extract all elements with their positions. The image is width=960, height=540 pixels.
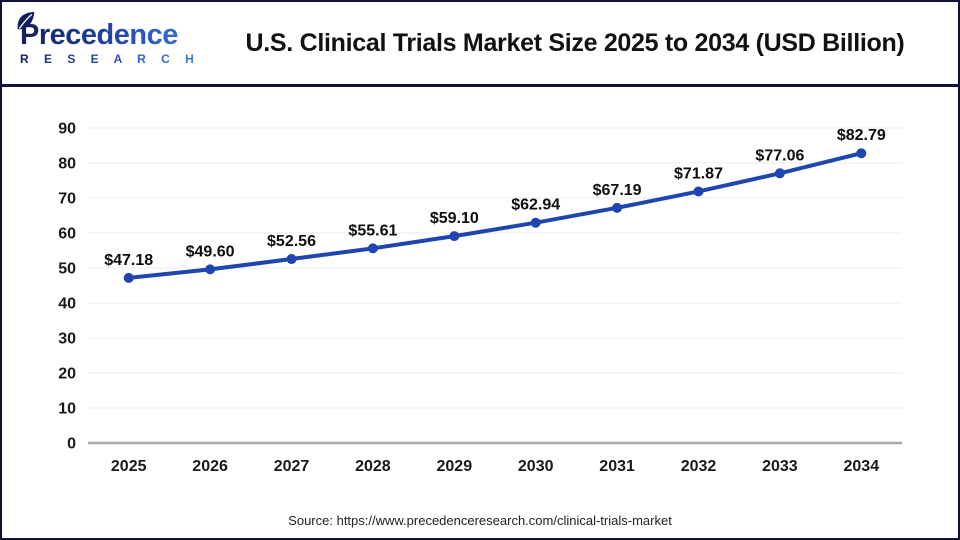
data-point-label: $71.87	[674, 165, 723, 182]
logo-subtitle: R E S E A R C H	[20, 52, 202, 66]
y-axis-tick-label: 90	[58, 121, 76, 138]
x-axis-tick-label: 2034	[844, 458, 880, 475]
data-point-label: $59.10	[430, 210, 479, 227]
x-axis-tick-label: 2029	[437, 458, 473, 475]
data-point	[693, 186, 704, 197]
logo-wordmark: Precedence	[20, 20, 202, 50]
data-point-label: $47.18	[104, 252, 153, 269]
page-title: U.S. Clinical Trials Market Size 2025 to…	[245, 28, 905, 57]
y-axis-tick-label: 10	[58, 401, 76, 418]
x-axis-tick-label: 2032	[681, 458, 717, 475]
data-point-label: $62.94	[511, 197, 560, 214]
x-axis-tick-label: 2027	[274, 458, 310, 475]
x-axis-tick-label: 2031	[599, 458, 635, 475]
y-axis-tick-label: 70	[58, 191, 76, 208]
x-axis-tick-label: 2026	[192, 458, 228, 475]
y-axis-tick-label: 40	[58, 296, 76, 313]
data-point	[449, 231, 460, 242]
data-point	[774, 168, 785, 179]
data-point-label: $49.60	[186, 243, 235, 260]
leaf-icon	[17, 11, 35, 29]
precedence-research-logo: Precedence R E S E A R C H	[2, 11, 202, 66]
y-axis-tick-label: 60	[58, 226, 76, 243]
trend-line	[126, 151, 864, 280]
data-point-label: $82.79	[837, 127, 886, 144]
data-point	[530, 217, 541, 228]
y-axis-tick-label: 80	[58, 156, 76, 173]
data-point	[205, 264, 216, 275]
footer: Source: https://www.precedenceresearch.c…	[2, 512, 958, 530]
y-axis-tick-label: 50	[58, 261, 76, 278]
x-axis-tick-label: 2028	[355, 458, 391, 475]
x-axis-tick-label: 2030	[518, 458, 554, 475]
data-point	[123, 272, 134, 283]
data-point	[286, 254, 297, 265]
chart-area: 0 10 20 30 40 50 60 70 80 90 2025 2026 2027 2028 2029 2…	[2, 87, 958, 500]
title-container: U.S. Clinical Trials Market Size 2025 to…	[202, 29, 958, 58]
data-point-label: $52.56	[267, 233, 316, 250]
y-axis-tick-label: 20	[58, 366, 76, 383]
y-axis-tick-label: 30	[58, 331, 76, 348]
x-axis-tick-label: 2033	[762, 458, 798, 475]
data-point-label: $55.61	[348, 222, 397, 239]
header: Precedence R E S E A R C H U.S. Clinical…	[2, 2, 958, 84]
y-axis-tick-label: 0	[67, 436, 76, 453]
x-axis-tick-label: 2025	[111, 458, 147, 475]
header-divider	[2, 84, 958, 87]
source-link-text: Source: https://www.precedenceresearch.c…	[288, 513, 672, 528]
data-point-label: $77.06	[755, 147, 804, 164]
data-point	[612, 202, 623, 213]
data-point	[856, 148, 867, 159]
data-point-label: $67.19	[593, 182, 642, 199]
data-point	[367, 243, 378, 254]
